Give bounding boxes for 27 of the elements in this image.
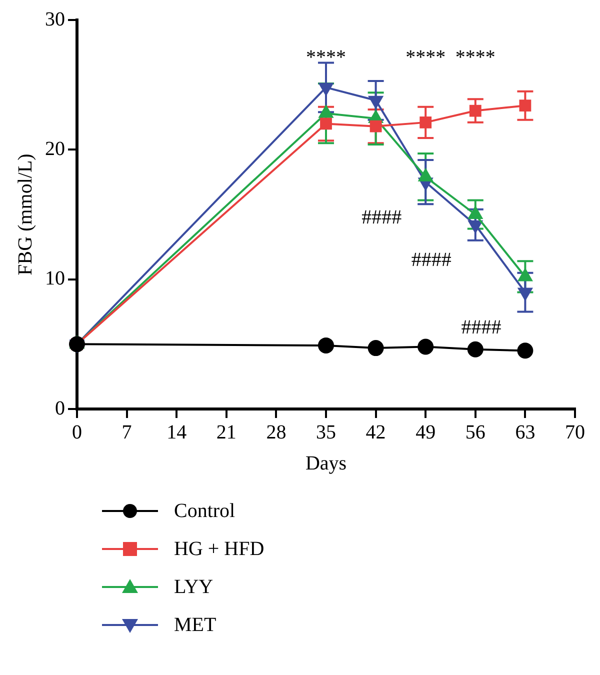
x-tick-label: 28 [266,421,286,444]
legend-label: Control [174,500,236,522]
x-tick-label: 21 [216,421,236,444]
annotation: **** [306,46,346,68]
x-tick-label: 70 [565,421,585,444]
legend-label: HG + HFD [174,538,264,560]
x-tick-label: 0 [72,421,82,444]
y-tick-label: 30 [45,8,65,30]
x-tick-label: 56 [465,421,486,444]
annotation: **** [455,46,496,68]
x-axis-title: Days [305,452,347,474]
annotation: #### [362,206,402,228]
y-tick-label: 0 [55,397,65,420]
x-tick-label: 14 [166,421,187,444]
x-tick-label: 35 [316,421,336,444]
annotation: #### [411,249,452,272]
x-tick-label: 7 [122,421,132,444]
x-tick-label: 63 [515,421,536,444]
legend-label: LYY [174,576,214,598]
legend-label: MET [174,614,216,636]
y-tick-label: 10 [45,268,65,290]
annotation: #### [461,316,502,339]
x-tick-label: 42 [366,421,386,444]
annotation: **** [406,46,446,68]
y-tick-label: 20 [45,138,65,160]
x-tick-label: 49 [416,421,436,444]
y-axis-title: FBG (mmol/L) [14,154,36,276]
